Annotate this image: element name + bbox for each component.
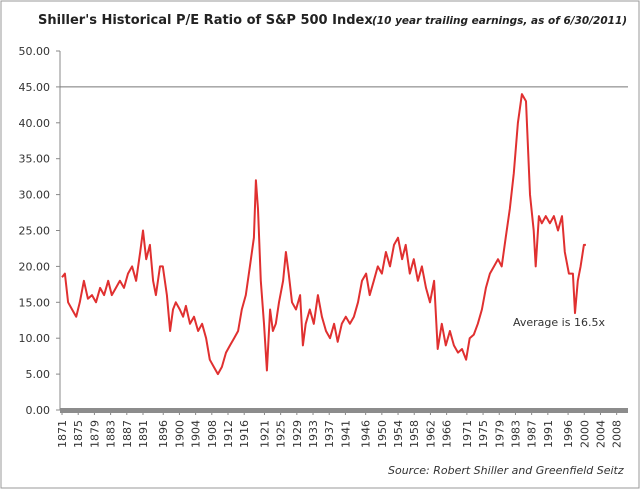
x-tick-label: 1871	[56, 420, 69, 448]
x-tick-label: 1937	[323, 420, 336, 448]
y-tick-label: 50.00	[19, 45, 51, 58]
chart-title: Shiller's Historical P/E Ratio of S&P 50…	[38, 13, 373, 28]
x-tick-label: 2008	[611, 420, 624, 448]
x-tick-label: 1879	[88, 420, 101, 448]
x-tick-label: 1962	[424, 420, 437, 448]
y-tick-label: 0.00	[26, 404, 51, 417]
x-tick-label: 1991	[542, 420, 555, 448]
line	[61, 93, 586, 376]
source: Source: Robert Shiller and Greenfield Se…	[388, 464, 624, 477]
x-tick-label: 1929	[291, 420, 304, 448]
x-tick-label: 1887	[121, 420, 134, 448]
x-tick-label: 1908	[206, 420, 219, 448]
y-tick-label: 5.00	[26, 368, 51, 381]
x-tick-label: 1950	[376, 420, 389, 448]
x-tick-label: 1946	[360, 420, 373, 448]
x-tick-label: 1933	[307, 420, 320, 448]
chart-subtitle: (10 year trailing earnings, as of 6/30/2…	[372, 15, 627, 27]
x-tick-label: 1925	[275, 420, 288, 448]
x-tick-label: 1966	[441, 420, 454, 448]
y-tick-label: 30.00	[19, 189, 51, 202]
x-tick-label: 1996	[562, 420, 575, 448]
x-axis	[60, 408, 628, 413]
x-tick-label: 1896	[157, 420, 170, 448]
y-tick-label: 35.00	[19, 153, 51, 166]
x-tick-label: 1912	[222, 420, 235, 448]
x-tick-label: 1958	[408, 420, 421, 448]
x-tick-label: 1900	[173, 420, 186, 448]
x-tick-label: 1971	[461, 420, 474, 448]
x-tick-label: 1904	[190, 420, 203, 448]
x-tick-label: 1983	[509, 420, 522, 448]
x-tick-label: 1979	[493, 420, 506, 448]
x-tick-label: 1975	[477, 420, 490, 448]
y-tick-label: 25.00	[19, 225, 51, 238]
y-tick-label: 10.00	[19, 332, 51, 345]
y-tick-label: 15.00	[19, 296, 51, 309]
y-tick-label: 45.00	[19, 81, 51, 94]
annotation: Average is 16.5x	[513, 316, 605, 329]
x-tick-label: 1954	[392, 420, 405, 448]
x-tick-label: 1941	[339, 420, 352, 448]
x-tick-label: 1891	[137, 420, 150, 448]
y-tick-label: 40.00	[19, 117, 51, 130]
x-tick-label: 2004	[594, 420, 607, 448]
x-tick-label: 1875	[72, 420, 85, 448]
x-tick-label: 1883	[105, 420, 118, 448]
x-tick-label: 1916	[238, 420, 251, 448]
x-tick-label: 2000	[578, 420, 591, 448]
x-tick-label: 1921	[258, 420, 271, 448]
x-tick-label: 1987	[526, 420, 539, 448]
y-tick-label: 20.00	[19, 260, 51, 273]
